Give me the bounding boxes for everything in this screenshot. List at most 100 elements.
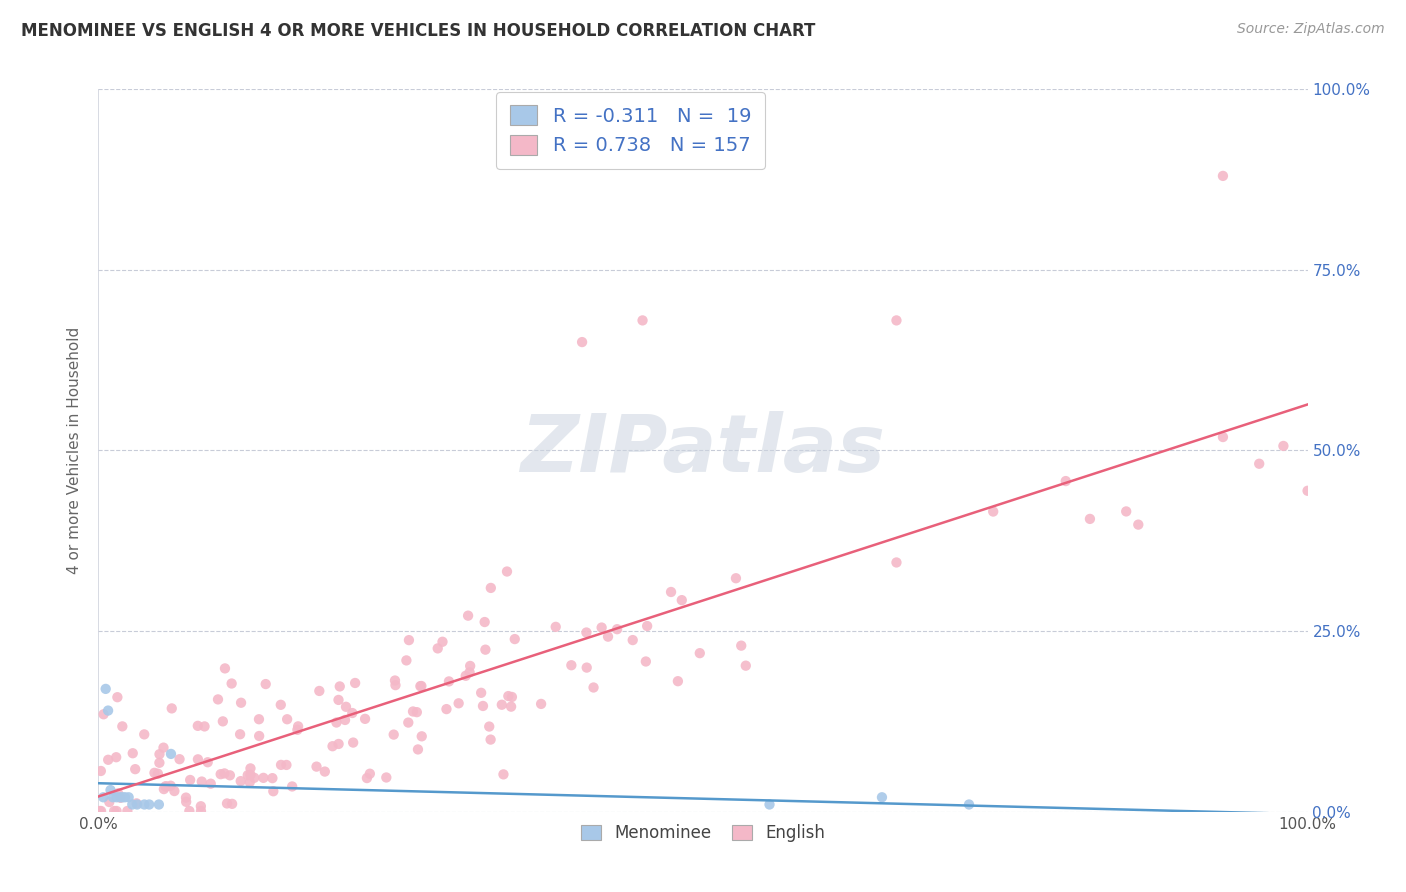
Point	[322, 739, 344, 754]
Point	[247, 729, 270, 743]
Point	[1249, 457, 1271, 471]
Point	[160, 701, 183, 715]
Point	[148, 797, 170, 812]
Point	[287, 723, 309, 737]
Point	[1078, 512, 1101, 526]
Point	[734, 658, 756, 673]
Point	[474, 642, 496, 657]
Point	[328, 693, 350, 707]
Text: ZIPatlas: ZIPatlas	[520, 411, 886, 490]
Point	[276, 712, 298, 726]
Point	[596, 630, 619, 644]
Point	[384, 673, 406, 688]
Point	[375, 771, 398, 785]
Point	[125, 797, 148, 811]
Point	[121, 746, 143, 760]
Point	[134, 727, 156, 741]
Point	[138, 797, 160, 812]
Point	[159, 779, 181, 793]
Point	[252, 771, 274, 785]
Point	[121, 797, 143, 812]
Point	[111, 790, 134, 805]
Legend: Menominee, English: Menominee, English	[572, 815, 834, 850]
Point	[229, 774, 252, 789]
Point	[270, 698, 292, 712]
Point	[229, 727, 252, 741]
Point	[398, 633, 420, 648]
Point	[219, 768, 242, 782]
Point	[148, 747, 170, 762]
Point	[105, 750, 128, 764]
Point	[659, 585, 682, 599]
Point	[146, 766, 169, 780]
Point	[215, 797, 238, 811]
Point	[276, 758, 298, 772]
Point	[97, 704, 120, 718]
Point	[335, 699, 357, 714]
Point	[402, 705, 425, 719]
Point	[1212, 430, 1234, 444]
Point	[209, 767, 232, 781]
Point	[503, 632, 526, 646]
Point	[342, 706, 364, 720]
Point	[479, 581, 502, 595]
Point	[342, 735, 364, 749]
Point	[409, 679, 432, 693]
Point	[107, 786, 129, 800]
Point	[281, 780, 304, 794]
Point	[447, 696, 470, 710]
Point	[305, 759, 328, 773]
Point	[105, 790, 128, 805]
Point	[98, 795, 121, 809]
Point	[187, 719, 209, 733]
Point	[411, 679, 433, 693]
Point	[1272, 439, 1295, 453]
Point	[105, 804, 128, 818]
Point	[97, 753, 120, 767]
Point	[870, 790, 893, 805]
Point	[93, 707, 115, 722]
Point	[105, 690, 128, 705]
Point	[411, 729, 433, 743]
Point	[328, 737, 350, 751]
Point	[478, 720, 501, 734]
Point	[437, 674, 460, 689]
Point	[498, 689, 520, 703]
Point	[382, 728, 405, 742]
Point	[496, 565, 519, 579]
Point	[200, 777, 222, 791]
Point	[190, 804, 212, 818]
Point	[124, 762, 146, 776]
Point	[458, 665, 481, 680]
Point	[724, 571, 747, 585]
Point	[270, 758, 292, 772]
Point	[262, 784, 284, 798]
Point	[287, 719, 309, 733]
Point	[214, 766, 236, 780]
Point	[179, 772, 201, 787]
Point	[308, 684, 330, 698]
Point	[207, 692, 229, 706]
Point	[730, 639, 752, 653]
Point	[314, 764, 336, 779]
Point	[160, 747, 183, 761]
Point	[1128, 517, 1150, 532]
Point	[1054, 474, 1077, 488]
Y-axis label: 4 or more Vehicles in Household: 4 or more Vehicles in Household	[67, 326, 83, 574]
Point	[474, 615, 496, 629]
Point	[254, 677, 277, 691]
Point	[190, 774, 212, 789]
Point	[90, 764, 112, 778]
Point	[100, 783, 122, 797]
Point	[621, 633, 644, 648]
Point	[193, 719, 215, 733]
Point	[152, 740, 174, 755]
Point	[395, 653, 418, 667]
Point	[432, 634, 454, 648]
Point	[631, 313, 654, 327]
Point	[501, 690, 523, 704]
Point	[153, 782, 176, 797]
Point	[163, 784, 186, 798]
Point	[187, 752, 209, 766]
Point	[143, 765, 166, 780]
